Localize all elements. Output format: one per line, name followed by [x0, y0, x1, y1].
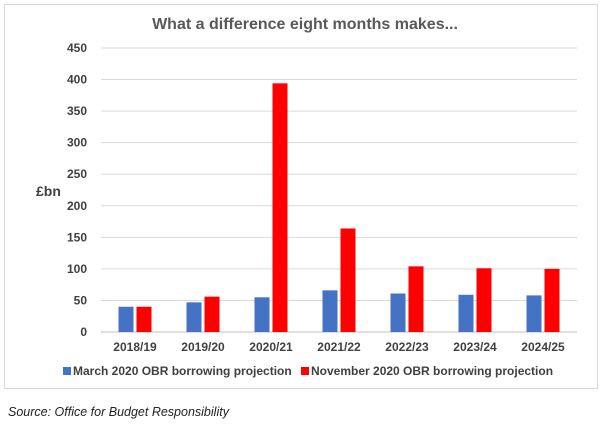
y-tick-label: 150: [67, 230, 87, 244]
y-tick-label: 200: [67, 199, 87, 213]
bar-series-2-3: [340, 228, 356, 332]
bar-series-2-5: [476, 268, 492, 332]
y-tick-label: 450: [67, 41, 87, 55]
legend-label-1: March 2020 OBR borrowing projection: [73, 364, 292, 378]
y-axis-ticks: 0 50 100 150 200 250 300 350 400 450: [67, 41, 87, 339]
y-tick-label: 50: [74, 293, 88, 307]
y-tick-label: 350: [67, 104, 87, 118]
bar-chart: What a difference eight months makes... …: [36, 16, 577, 378]
legend: March 2020 OBR borrowing projection Novem…: [63, 364, 553, 378]
y-tick-label: 400: [67, 73, 87, 87]
bar-series-1-2: [254, 297, 270, 332]
bar-series-2-1: [204, 296, 220, 332]
bar-series-2-2: [272, 83, 288, 332]
x-tick-label: 2024/25: [521, 340, 565, 354]
x-tick-label: 2020/21: [249, 340, 293, 354]
bar-series-2-0: [136, 306, 152, 332]
source-note: Source: Office for Budget Responsibility: [8, 405, 229, 419]
y-tick-label: 100: [67, 262, 87, 276]
y-tick-label: 0: [80, 325, 87, 339]
legend-swatch-2: [301, 367, 309, 375]
y-axis-label: £bn: [36, 183, 61, 199]
y-tick-label: 300: [67, 136, 87, 150]
bar-series-2-4: [408, 266, 424, 332]
y-tick-label: 250: [67, 167, 87, 181]
x-axis-ticks: 2018/19 2019/20 2020/21 2021/22 2022/23 2023/…: [113, 340, 565, 354]
x-tick-label: 2019/20: [181, 340, 225, 354]
bar-series-1-1: [186, 302, 202, 332]
bar-series-1-3: [322, 290, 338, 332]
bars: [118, 83, 560, 332]
bar-series-1-4: [390, 293, 406, 332]
chart-frame: What a difference eight months makes... …: [4, 4, 598, 389]
x-tick-label: 2023/24: [453, 340, 497, 354]
legend-swatch-1: [63, 367, 71, 375]
x-tick-label: 2021/22: [317, 340, 361, 354]
legend-label-2: November 2020 OBR borrowing projection: [311, 364, 553, 378]
gridlines: [101, 47, 577, 333]
bar-series-1-0: [118, 306, 134, 332]
bar-series-2-6: [544, 268, 560, 332]
bar-series-1-5: [458, 294, 474, 332]
x-tick-label: 2022/23: [385, 340, 429, 354]
x-tick-label: 2018/19: [113, 340, 157, 354]
bar-series-1-6: [526, 295, 542, 332]
chart-title: What a difference eight months makes...: [152, 16, 458, 33]
